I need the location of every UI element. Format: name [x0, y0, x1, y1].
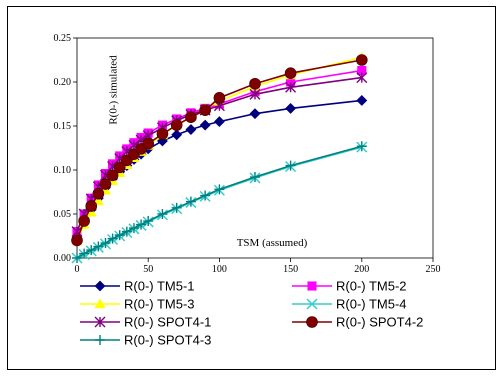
data-point [121, 226, 132, 237]
data-point [157, 209, 168, 219]
data-point [100, 238, 111, 249]
legend-item: R(0-) SPOT4-2 [292, 315, 423, 330]
x-tick-label: 150 [283, 264, 298, 275]
data-point [79, 248, 90, 259]
legend-item: R(0-) SPOT4-3 [80, 333, 211, 348]
legend-marker [95, 335, 105, 345]
data-point [78, 215, 90, 227]
legend-label: R(0-) TM5-3 [124, 297, 195, 312]
data-point [128, 223, 139, 234]
legend-item: R(0-) TM5-4 [292, 297, 407, 312]
data-point [85, 200, 98, 212]
legend: R(0-) TM5-1 R(0-) TM5-2 R(0-) TM5-3 R(0-) T… [80, 279, 423, 348]
data-point [171, 202, 182, 213]
x-tick-label: 250 [426, 264, 441, 275]
legend-item: R(0-) SPOT4-1 [80, 315, 211, 330]
legend-label: R(0-) SPOT4-3 [124, 333, 211, 348]
data-point [356, 141, 367, 152]
data-point [185, 196, 196, 207]
legend-item: R(0-) TM5-3 [80, 297, 195, 312]
data-point [249, 108, 261, 120]
data-point [200, 190, 211, 201]
y-tick-label: 0.10 [54, 165, 72, 176]
series-5 [71, 54, 368, 247]
legend-marker [94, 298, 106, 309]
data-point [71, 234, 83, 247]
x-axis-title: TSM (assumed) [237, 237, 308, 249]
x-axis: 0 50 100 150 200 250 [75, 258, 441, 275]
y-tick-label: 0.20 [54, 77, 72, 88]
x-tick-label: 200 [354, 264, 369, 275]
data-point [92, 187, 105, 200]
legend-label: R(0-) TM5-2 [336, 279, 407, 294]
x-tick-label: 50 [143, 264, 153, 275]
data-point [356, 95, 368, 106]
data-point [249, 88, 261, 100]
data-point [250, 172, 260, 183]
data-point [86, 245, 97, 256]
data-point [355, 54, 368, 66]
legend-item: R(0-) TM5-2 [292, 279, 407, 294]
data-point [107, 233, 118, 244]
y-axis-title: R(0-) simulated [108, 55, 120, 125]
legend-marker [306, 316, 318, 328]
y-axis: 0.00 0.05 0.10 0.15 0.20 0.25 [54, 33, 77, 264]
data-point [285, 81, 297, 93]
legend-label: R(0-) SPOT4-2 [336, 315, 423, 330]
legend-item: R(0-) TM5-1 [80, 279, 195, 294]
legend-label: R(0-) TM5-4 [336, 297, 407, 312]
y-tick-label: 0.15 [54, 121, 72, 132]
series-6 [72, 141, 367, 263]
data-point [285, 102, 297, 114]
legend-marker [94, 280, 106, 292]
legend-label: R(0-) SPOT4-1 [124, 315, 211, 330]
data-point [113, 161, 126, 174]
data-point [213, 116, 225, 128]
y-tick-label: 0.25 [54, 33, 72, 44]
series-layer [71, 51, 368, 264]
data-point [214, 184, 225, 195]
data-point [92, 195, 104, 206]
data-point [185, 111, 197, 123]
data-point [136, 219, 147, 230]
data-point [93, 241, 104, 252]
data-point [199, 119, 211, 131]
x-tick-label: 0 [75, 264, 80, 275]
data-point [185, 124, 197, 135]
legend-marker [307, 281, 317, 291]
legend-marker [306, 298, 318, 310]
data-point [249, 77, 261, 90]
y-tick-label: 0.05 [54, 209, 72, 220]
data-point [72, 253, 82, 263]
data-point [285, 160, 296, 171]
y-tick-label: 0.00 [54, 253, 72, 264]
data-point [284, 67, 297, 79]
legend-label: R(0-) TM5-1 [124, 279, 195, 294]
data-point [171, 129, 183, 141]
data-point [156, 128, 169, 140]
legend-marker [94, 316, 106, 328]
data-point [99, 178, 112, 190]
data-point [114, 230, 125, 241]
data-point [199, 104, 211, 116]
x-tick-label: 100 [212, 264, 227, 275]
data-point [142, 137, 154, 150]
data-point [356, 72, 368, 84]
data-point [170, 119, 183, 131]
data-point [143, 216, 154, 227]
data-point [213, 92, 226, 104]
data-point [106, 169, 119, 182]
